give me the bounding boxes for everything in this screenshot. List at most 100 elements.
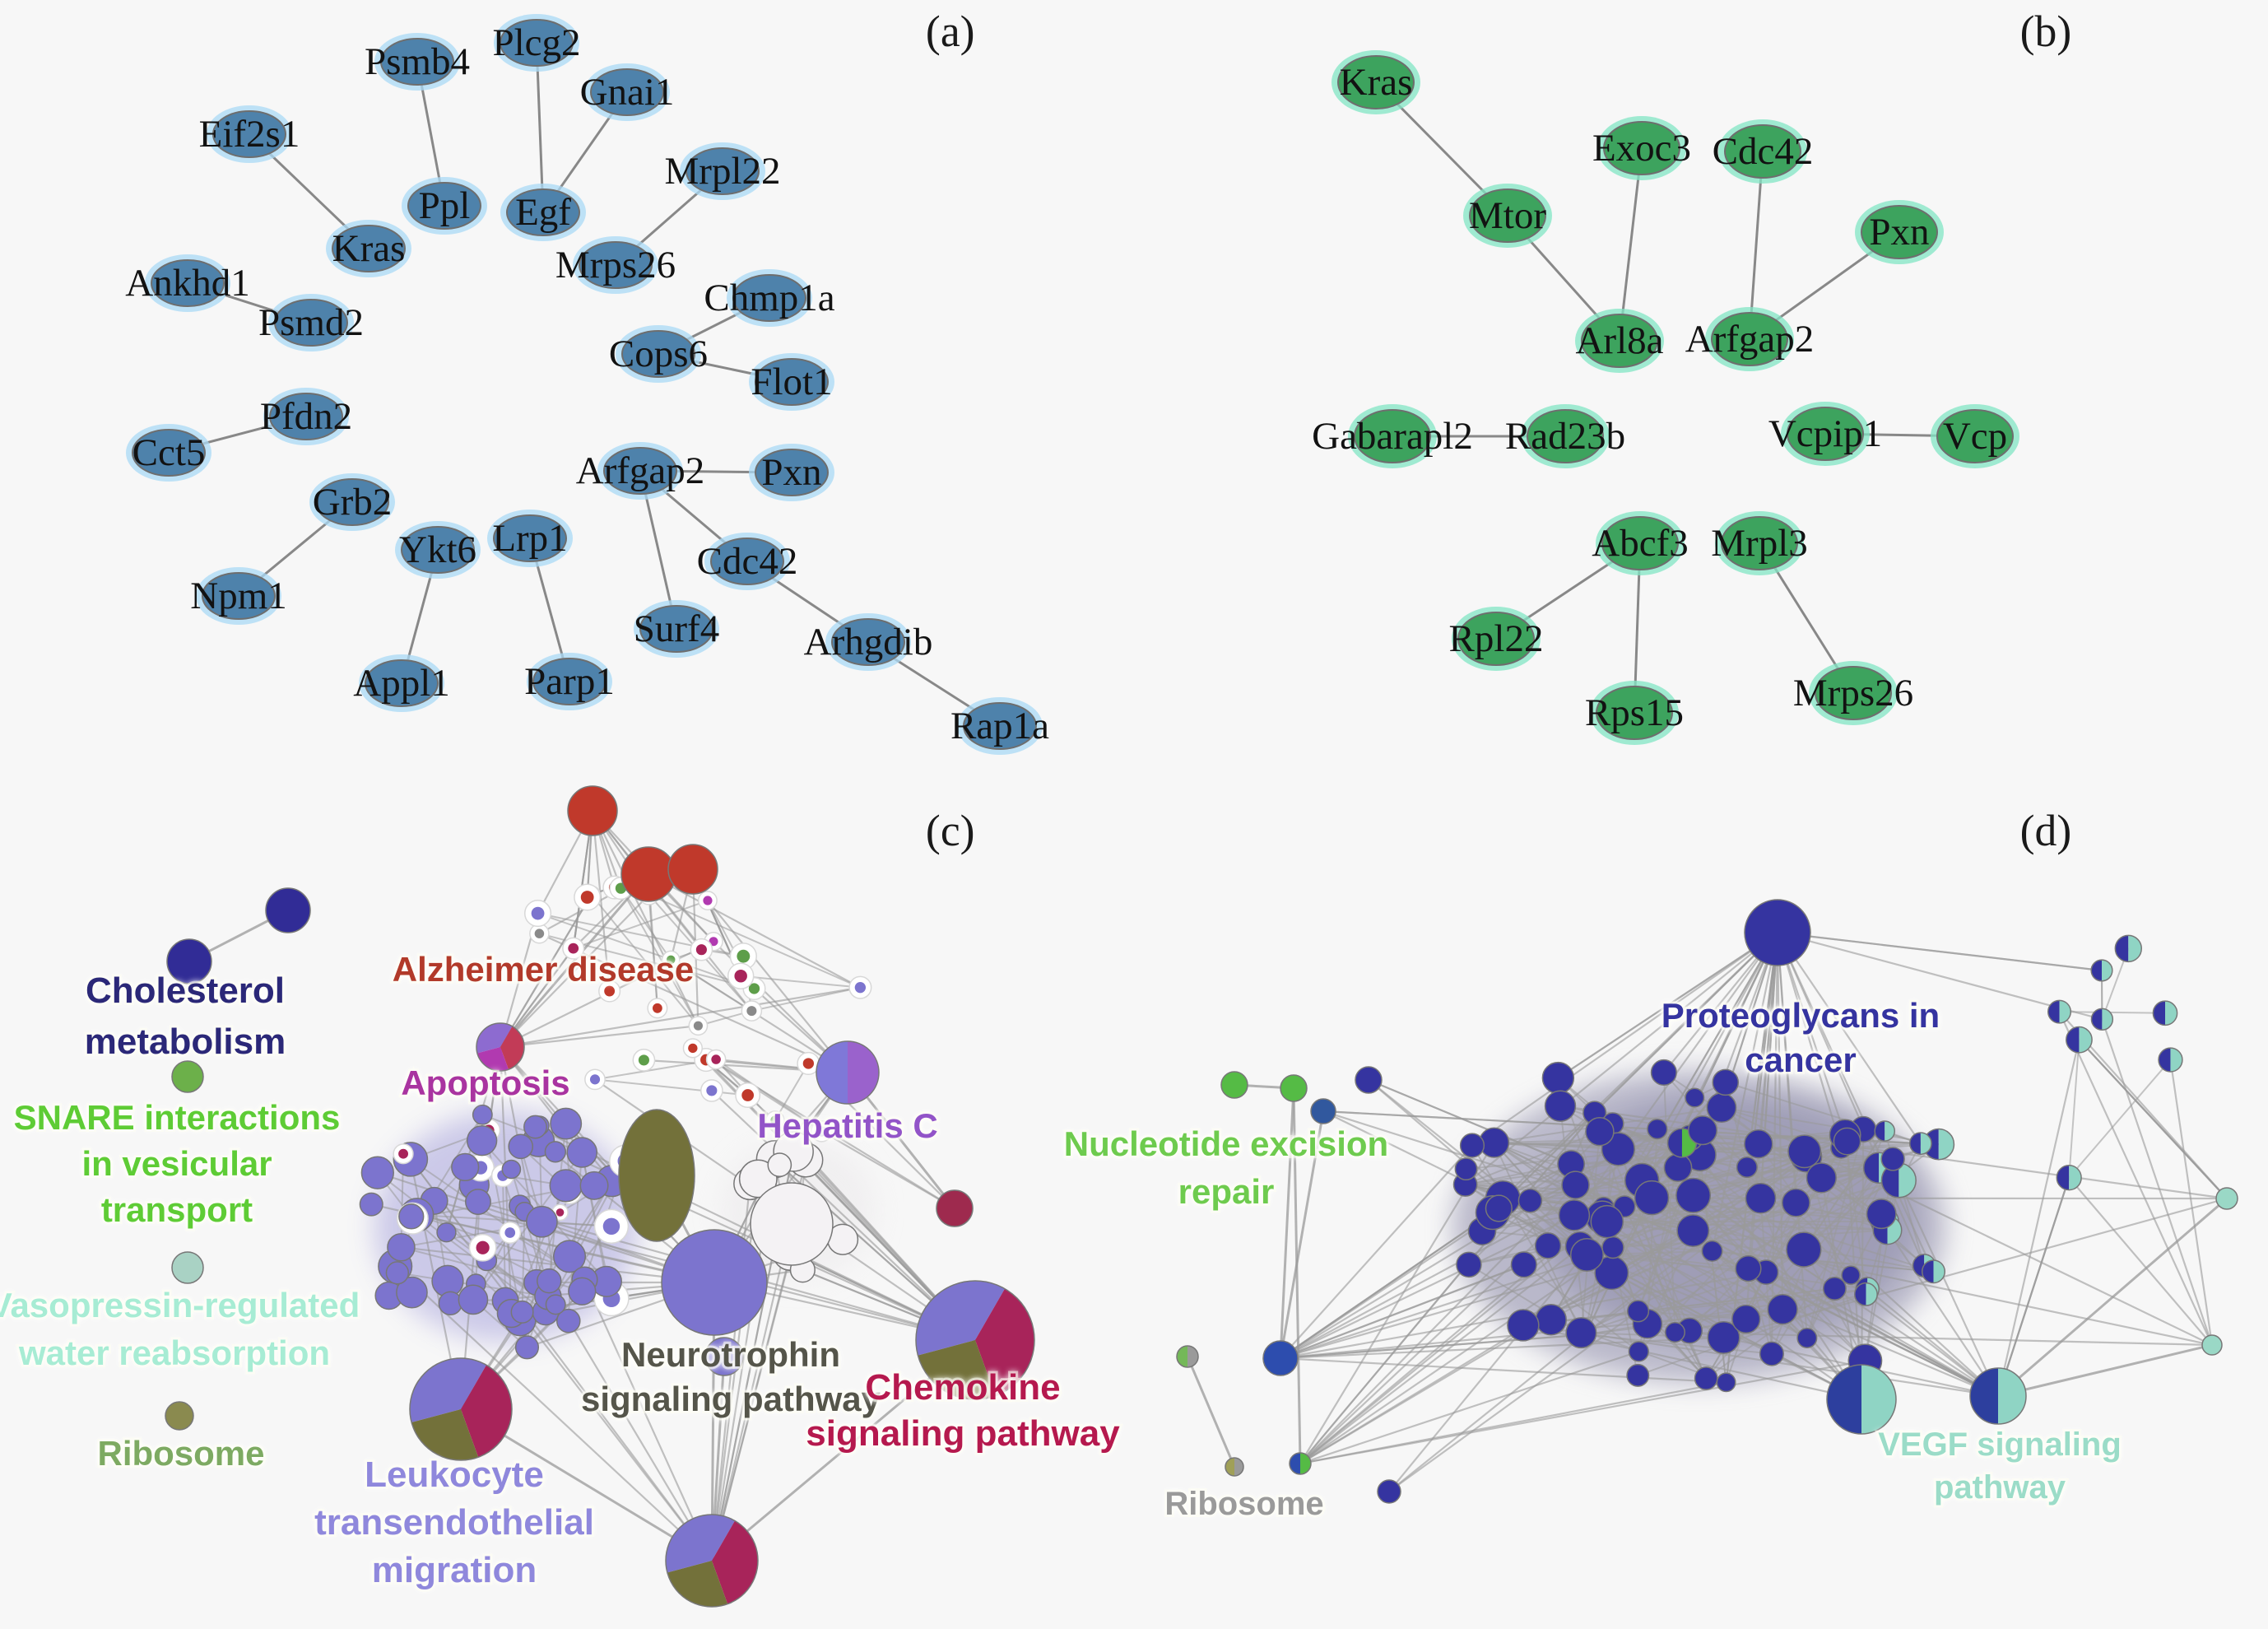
gene-node-Arfgap2[interactable] (597, 442, 683, 500)
node-d-main-75[interactable] (1866, 1198, 1897, 1230)
node-c-rings_top-4[interactable] (647, 998, 668, 1019)
node-d-main-52[interactable] (1507, 1309, 1540, 1342)
node-c-purple_cluster-25[interactable] (544, 1141, 567, 1163)
node-d-main-61[interactable] (1558, 1199, 1591, 1231)
node-c-purple_cluster-18[interactable] (393, 1143, 414, 1165)
node-d-main-20[interactable] (1601, 1236, 1624, 1259)
node-d-main-1[interactable] (1456, 1251, 1482, 1278)
node-d-bg_fan[interactable] (1289, 1452, 1312, 1475)
node-d-main-65[interactable] (1874, 1120, 1896, 1142)
gene-node-Pxn[interactable] (1855, 200, 1944, 264)
gene-node-Plcg2[interactable] (494, 14, 579, 72)
node-c-snare_node[interactable] (171, 1060, 204, 1093)
node-c-neurotrophin_hub[interactable] (661, 1229, 768, 1336)
node-c-purple_cluster-58[interactable] (464, 1189, 491, 1215)
node-d-main-86[interactable] (1454, 1157, 1478, 1181)
node-d-right_arc-2[interactable] (2152, 1000, 2178, 1026)
node-d-main-60[interactable] (1767, 1293, 1798, 1325)
node-c-purple_cluster-11[interactable] (508, 1133, 534, 1160)
node-c-purple_cluster-63[interactable] (436, 1222, 457, 1243)
node-d-sat_steel[interactable] (1310, 1098, 1336, 1124)
node-d-ner1[interactable] (1220, 1071, 1248, 1099)
node-c-purple_cluster-62[interactable] (593, 1208, 630, 1244)
node-c-purple_cluster-36[interactable] (523, 1115, 547, 1139)
node-d-right_arc-1[interactable] (2056, 1165, 2082, 1191)
gene-node-Gnai1[interactable] (584, 63, 670, 121)
node-d-main-83[interactable] (1854, 1282, 1878, 1306)
node-d-main-56[interactable] (1707, 1320, 1741, 1354)
gene-node-Arfgap2[interactable] (1705, 307, 1794, 371)
node-d-blue_hub[interactable] (1262, 1340, 1299, 1376)
node-c-red_top[interactable] (567, 785, 618, 836)
gene-node-Rad23b[interactable] (1521, 404, 1610, 468)
node-c-purple_cluster-56[interactable] (398, 1203, 425, 1230)
gene-node-Cdc42[interactable] (1718, 119, 1807, 184)
node-d-right_arc-7[interactable] (2090, 1008, 2114, 1031)
node-d-main-37[interactable] (1796, 1328, 1818, 1348)
node-c-purple_cluster-22[interactable] (514, 1335, 540, 1360)
node-c-purple_cluster-50[interactable] (537, 1268, 562, 1294)
node-d-main-58[interactable] (1459, 1133, 1485, 1158)
node-c-purple_cluster-55[interactable] (385, 1261, 410, 1285)
gene-node-Psmd2[interactable] (268, 294, 354, 351)
node-c-rings_top-10[interactable] (661, 950, 681, 970)
node-c-crimson_right[interactable] (936, 1189, 974, 1227)
node-c-purple_cluster-46[interactable] (579, 1171, 609, 1200)
node-d-main-77[interactable] (1745, 1182, 1777, 1214)
node-c-purple_cluster-61[interactable] (510, 1300, 534, 1324)
node-c-rings_top-13[interactable] (727, 962, 755, 989)
node-c-rings_mid-5[interactable] (682, 1038, 703, 1059)
node-c-rings_top-1[interactable] (562, 937, 585, 960)
node-c-chol1[interactable] (166, 938, 212, 984)
node-d-teal1[interactable] (2215, 1187, 2238, 1210)
node-c-purple_cluster-15[interactable] (360, 1156, 394, 1189)
gene-node-Arhgdib[interactable] (825, 613, 911, 671)
node-d-right_arc-4[interactable] (2114, 934, 2143, 963)
node-d-main-68[interactable] (1735, 1254, 1762, 1282)
node-c-white_cluster-8[interactable] (767, 1152, 792, 1178)
node-d-main-35[interactable] (1510, 1251, 1537, 1278)
node-d-main-87[interactable] (1569, 1237, 1604, 1272)
node-c-red_a[interactable] (620, 846, 676, 902)
node-c-rings_mid-4[interactable] (700, 1079, 723, 1102)
node-c-chol2[interactable] (265, 887, 311, 933)
node-d-main-44[interactable] (1628, 1341, 1649, 1362)
node-c-purple_cluster-64[interactable] (501, 1159, 522, 1180)
node-c-purple_cluster-57[interactable] (568, 1277, 597, 1306)
gene-node-Ykt6[interactable] (395, 521, 481, 579)
gene-node-Mrpl3[interactable] (1715, 511, 1804, 575)
node-d-main-88[interactable] (1685, 1087, 1705, 1108)
node-d-main-69[interactable] (1485, 1194, 1513, 1222)
node-c-rings_mid-3[interactable] (735, 1082, 761, 1108)
node-c-rings_mid-6[interactable] (632, 1049, 656, 1072)
node-d-main-79[interactable] (1731, 1304, 1761, 1334)
node-d-main-81[interactable] (1787, 1134, 1822, 1169)
node-c-purple_cluster-14[interactable] (438, 1291, 462, 1316)
gene-node-Psmb4[interactable] (374, 33, 460, 91)
gene-node-Vcpip1[interactable] (1781, 402, 1870, 466)
node-d-right_arc-0[interactable] (2047, 999, 2072, 1024)
gene-node-Rap1a[interactable] (957, 697, 1043, 755)
gene-node-Cct5[interactable] (126, 424, 211, 482)
node-c-ribo_node[interactable] (165, 1401, 194, 1431)
node-c-purple_cluster-48[interactable] (472, 1104, 493, 1125)
node-d-main-12[interactable] (1744, 1129, 1773, 1159)
node-c-purple_cluster-47[interactable] (545, 1294, 566, 1315)
node-d-main-66[interactable] (1880, 1147, 1905, 1171)
node-d-main-18[interactable] (1535, 1304, 1567, 1336)
node-d-main-71[interactable] (1517, 1188, 1543, 1213)
gene-node-Kras[interactable] (326, 220, 411, 277)
node-c-rings_top-18[interactable] (524, 900, 552, 928)
node-d-main-70[interactable] (1544, 1090, 1577, 1122)
node-d-main-72[interactable] (1590, 1204, 1624, 1239)
node-c-purple_cluster-49[interactable] (468, 1233, 497, 1262)
node-d-main-3[interactable] (1716, 1372, 1736, 1393)
node-c-purple_cluster-26[interactable] (387, 1232, 416, 1262)
node-d-vegf_big[interactable] (1969, 1367, 2027, 1425)
node-d-main-32[interactable] (1585, 1116, 1615, 1147)
gene-node-Mrps26[interactable] (573, 236, 658, 294)
gene-node-Ankhd1[interactable] (145, 254, 230, 312)
node-c-vaso_node[interactable] (171, 1251, 204, 1284)
node-d-main-80[interactable] (1701, 1240, 1723, 1262)
node-d-main-91[interactable] (1909, 1132, 1932, 1156)
